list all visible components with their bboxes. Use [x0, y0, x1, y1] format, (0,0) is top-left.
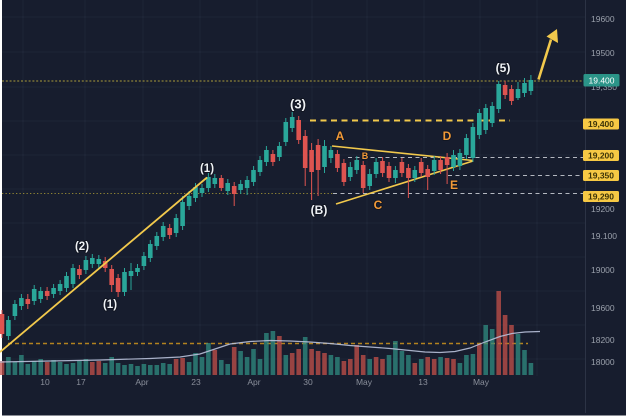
svg-text:C: C	[374, 198, 383, 212]
svg-text:B: B	[362, 151, 369, 161]
svg-text:19500: 19500	[591, 48, 615, 58]
svg-text:19600: 19600	[591, 14, 615, 24]
svg-text:19200: 19200	[591, 204, 615, 214]
svg-text:10: 10	[40, 377, 50, 387]
svg-text:(2): (2)	[75, 241, 89, 253]
svg-text:D: D	[443, 129, 452, 143]
svg-text:(1): (1)	[103, 299, 117, 311]
svg-text:E: E	[450, 178, 458, 192]
svg-text:19600: 19600	[591, 303, 615, 313]
svg-text:Apr: Apr	[135, 377, 148, 387]
svg-text:19.100: 19.100	[591, 231, 617, 241]
svg-text:23: 23	[191, 377, 201, 387]
svg-text:(5): (5)	[496, 61, 511, 75]
svg-text:(3): (3)	[290, 97, 306, 112]
svg-text:19000: 19000	[591, 265, 615, 275]
svg-text:19,350: 19,350	[591, 82, 617, 92]
svg-text:Apr: Apr	[247, 377, 260, 387]
svg-text:May: May	[473, 377, 490, 387]
svg-text:(1): (1)	[200, 163, 214, 175]
svg-text:17: 17	[76, 377, 86, 387]
svg-text:19,350: 19,350	[588, 171, 614, 181]
svg-text:May: May	[356, 377, 373, 387]
svg-text:19,400: 19,400	[588, 119, 614, 129]
svg-text:18000: 18000	[591, 357, 615, 367]
svg-text:13: 13	[418, 377, 428, 387]
svg-text:A: A	[336, 129, 345, 143]
svg-text:19,200: 19,200	[588, 151, 614, 161]
svg-text:(B): (B)	[311, 203, 328, 217]
svg-text:19,290: 19,290	[588, 192, 614, 202]
svg-text:30: 30	[303, 377, 313, 387]
svg-text:19.400: 19.400	[589, 76, 615, 86]
svg-text:18200: 18200	[591, 335, 615, 345]
